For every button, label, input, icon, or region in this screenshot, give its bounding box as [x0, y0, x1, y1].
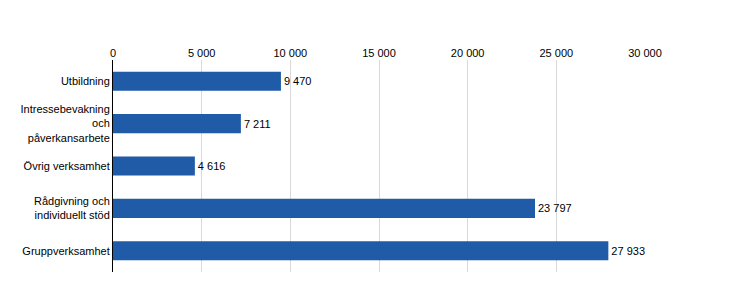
svg-text:Rådgivning ochindividuellt stö: Rådgivning ochindividuellt stöd [34, 195, 110, 221]
svg-text:10 000: 10 000 [274, 47, 308, 59]
svg-text:Gruppverksamhet: Gruppverksamhet [22, 245, 109, 257]
svg-text:20 000: 20 000 [451, 47, 485, 59]
svg-text:25 000: 25 000 [540, 47, 574, 59]
svg-text:4 616: 4 616 [198, 160, 226, 172]
svg-text:30 000: 30 000 [628, 47, 662, 59]
svg-text:27 933: 27 933 [611, 245, 645, 257]
svg-text:15 000: 15 000 [362, 47, 396, 59]
svg-text:Övrig verksamhet: Övrig verksamhet [24, 160, 110, 172]
svg-text:9 470: 9 470 [284, 75, 312, 87]
svg-text:Utbildning: Utbildning [61, 75, 110, 87]
svg-text:0: 0 [110, 47, 116, 59]
svg-text:23 797: 23 797 [538, 202, 572, 214]
svg-text:5 000: 5 000 [188, 47, 216, 59]
svg-text:Intressebevakningochpåverkansa: Intressebevakningochpåverkansarbete [21, 103, 110, 144]
svg-text:7 211: 7 211 [244, 118, 271, 130]
